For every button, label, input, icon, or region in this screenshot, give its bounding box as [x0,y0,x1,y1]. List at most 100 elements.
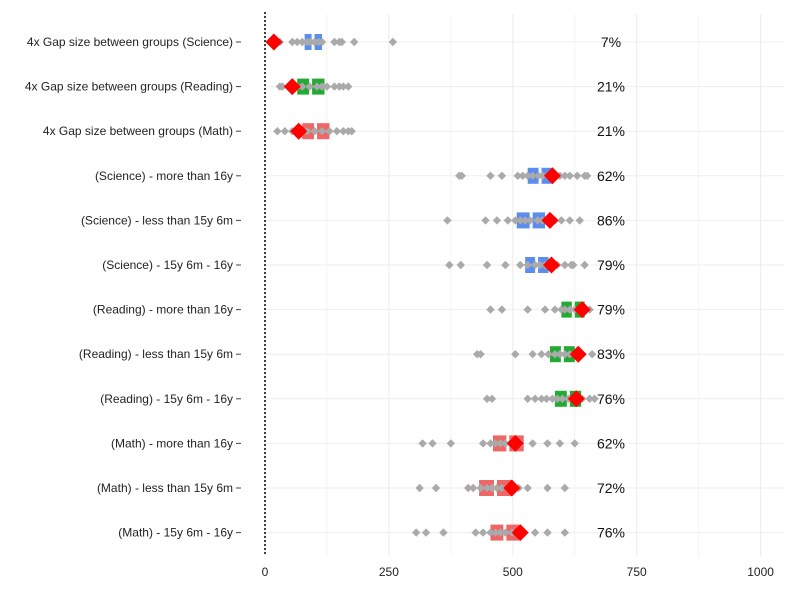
data-point [511,350,520,359]
point-layer [273,37,599,537]
data-point [330,82,339,91]
highlight-point [541,211,559,229]
data-point [523,171,532,180]
data-point [312,82,322,91]
data-point [457,171,466,180]
data-point [540,305,550,314]
data-point [560,528,570,537]
data-point [528,350,537,359]
data-point [418,439,427,448]
data-point [476,350,485,359]
highlight-point [506,434,524,452]
percent-label: 62% [597,168,625,184]
percent-label: 21% [597,79,625,95]
percent-label: 83% [597,346,625,362]
percent-label: 21% [597,123,625,139]
data-point [569,260,578,270]
data-point [492,483,502,493]
data-point [550,305,560,314]
data-point [513,171,522,180]
data-point [339,82,348,91]
data-point [543,439,552,448]
data-point [431,483,441,493]
data-point [516,260,525,270]
highlight-point [573,301,591,319]
data-point [388,37,398,47]
data-point [492,216,502,225]
data-point [516,216,525,225]
row-label: (Reading) - less than 15y 6m [79,347,233,361]
data-point [486,439,495,448]
data-point [501,439,510,448]
data-point [555,350,565,359]
row-label: (Math) - more than 16y [111,436,233,450]
data-point [421,528,431,537]
highlight-point [567,390,585,408]
data-point [482,260,492,270]
data-point [523,394,532,403]
data-point [497,305,507,314]
highlight-point [542,256,560,274]
x-axis-ticks: 0 250 500 750 1000 [262,565,775,579]
data-point [543,483,552,493]
data-point [350,37,359,47]
percent-label: 72% [597,480,625,496]
data-point [555,439,565,448]
data-point [523,260,532,270]
data-point [496,528,505,537]
data-point [565,216,574,225]
row-label: 4x Gap size between groups (Reading) [25,80,233,94]
data-point [528,171,537,180]
data-point [280,127,290,136]
highlight-point [283,78,301,96]
data-point [317,82,327,91]
data-point [486,171,495,180]
data-point [511,216,520,225]
x-tick-label: 250 [379,565,399,579]
percent-label: 7% [601,34,621,50]
data-point [476,483,485,493]
data-point [337,37,347,47]
highlight-point [569,345,587,363]
data-point [486,528,495,537]
data-point [339,127,348,136]
data-point [497,171,507,180]
data-point [288,37,297,47]
data-point [456,260,465,270]
data-point [428,439,437,448]
highlight-point [290,122,308,140]
data-point [482,483,492,493]
data-point [525,216,535,225]
data-point [325,127,334,136]
data-point [544,350,553,359]
percent-labels: 7% 21% 21% 62% 86% 79% 79% 83% 76% 62% 72% 76% [597,34,625,541]
data-point [487,394,497,403]
data-point [550,350,560,359]
highlight-point [265,33,283,51]
y-axis-labels: 4x Gap size between groups (Science) 4x G… [25,35,241,540]
percent-label: 79% [597,257,625,273]
data-point [565,171,574,180]
data-point [486,305,495,314]
data-point [463,483,473,493]
data-point [278,82,287,91]
data-point [542,394,551,403]
data-point [297,82,307,91]
data-point [560,305,570,314]
data-point [538,171,547,180]
highlight-point [503,479,521,497]
row-label: (Math) - less than 15y 6m [97,481,233,495]
data-point [501,528,510,537]
data-point [560,171,570,180]
data-point [530,394,540,403]
data-point [497,483,507,493]
data-point [468,483,478,493]
highlight-layer [265,33,591,542]
data-point [575,216,584,225]
row-label: (Reading) - 15y 6m - 16y [100,392,233,406]
data-point [518,171,527,180]
data-point [415,483,424,493]
data-point [503,216,513,225]
data-point [445,260,454,270]
